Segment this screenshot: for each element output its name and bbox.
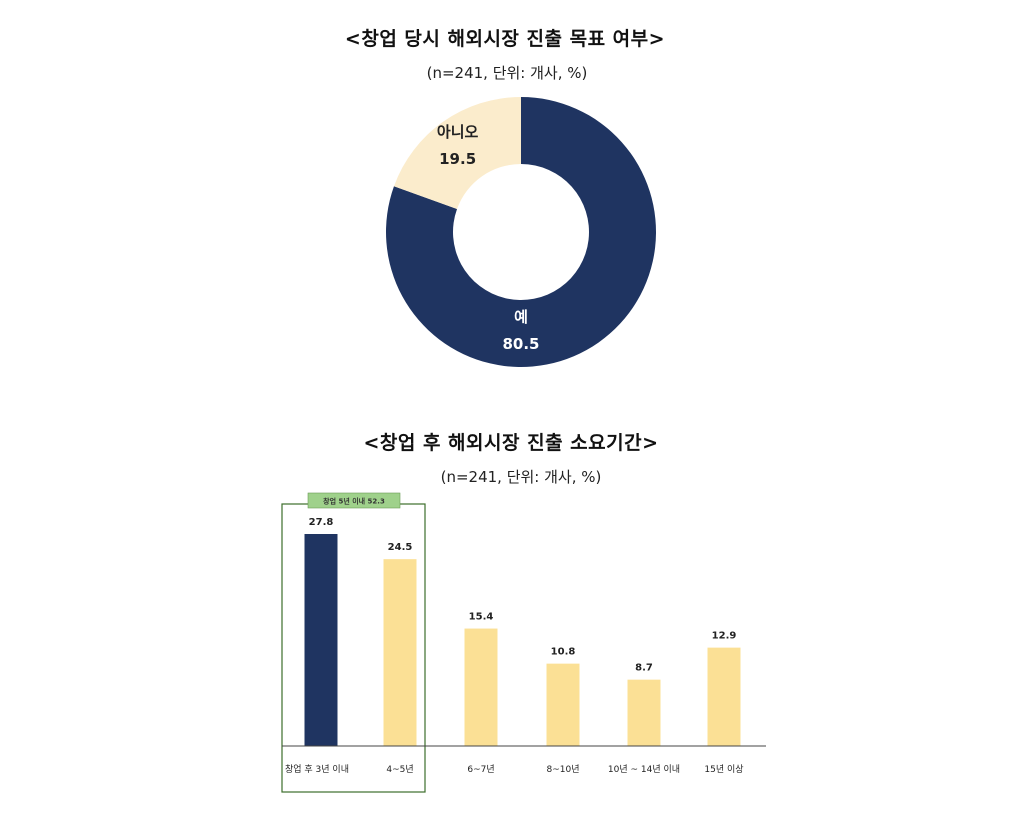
bar-6 <box>707 647 741 746</box>
bar-4 <box>546 663 580 746</box>
bar-chart-subtitle: (n=241, 단위: 개사, %) <box>440 468 602 486</box>
bar-value-label: 24.5 <box>388 542 413 553</box>
bar-5 <box>627 679 661 746</box>
donut-category-label: 예 <box>514 308 528 326</box>
x-tick-label: 15년 이상 <box>704 764 743 775</box>
bar-3 <box>464 628 498 746</box>
x-tick-label: 창업 후 3년 이내 <box>285 764 349 775</box>
highlight-badge <box>307 492 401 509</box>
x-tick-label: 4~5년 <box>386 764 413 775</box>
bar-value-label: 12.9 <box>712 631 737 642</box>
highlight-badge-label: 창업 5년 이내 52.3 <box>323 497 385 506</box>
x-tick-label: 10년 ~ 14년 이내 <box>608 764 680 775</box>
donut-category-label: 아니오 <box>437 123 479 141</box>
x-tick-label: 6~7년 <box>467 764 494 775</box>
bar-value-label: 27.8 <box>309 517 334 528</box>
bar-2 <box>383 559 417 746</box>
donut-slice-no <box>393 97 521 209</box>
donut-slice-yes <box>386 97 656 368</box>
bar-value-label: 8.7 <box>635 663 653 674</box>
donut-chart-title: <창업 당시 해외시장 진출 목표 여부> <box>344 28 666 50</box>
donut-chart-subtitle: (n=241, 단위: 개사, %) <box>426 64 588 82</box>
bar-chart-title: <창업 후 해외시장 진출 소요기간> <box>363 432 659 454</box>
donut-value-label: 80.5 <box>502 335 539 353</box>
bar-value-label: 15.4 <box>469 612 494 623</box>
bar-1 <box>304 534 338 746</box>
donut-value-label: 19.5 <box>439 150 476 168</box>
x-tick-label: 8~10년 <box>547 764 580 775</box>
bar-value-label: 10.8 <box>551 647 576 658</box>
